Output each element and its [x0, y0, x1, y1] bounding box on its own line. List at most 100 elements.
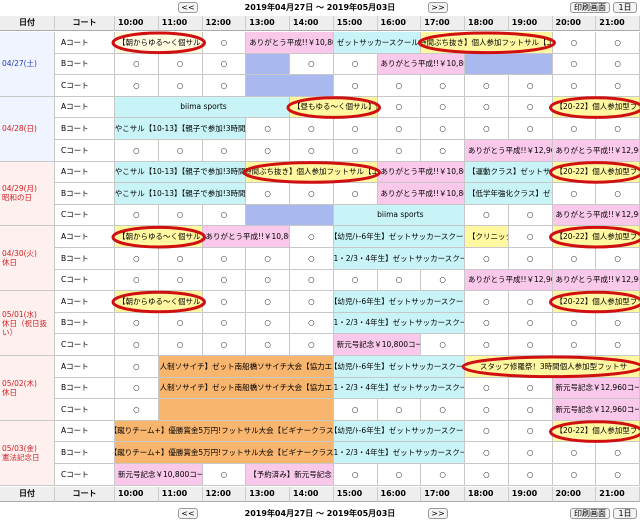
- open-slot[interactable]: ○: [508, 312, 553, 335]
- booking[interactable]: biima sports: [333, 204, 465, 227]
- open-slot[interactable]: ○: [290, 291, 334, 313]
- open-slot[interactable]: ○: [202, 75, 247, 97]
- open-slot[interactable]: ○: [202, 312, 247, 335]
- open-slot[interactable]: ○: [246, 118, 290, 140]
- open-slot[interactable]: ○: [508, 75, 553, 97]
- booking[interactable]: 新元号記念￥12,960コートレ: [552, 377, 640, 400]
- open-slot[interactable]: ○: [115, 312, 159, 335]
- open-slot[interactable]: ○: [246, 269, 290, 292]
- open-slot[interactable]: ○: [377, 75, 422, 97]
- open-slot[interactable]: ○: [552, 334, 597, 356]
- open-slot[interactable]: ○: [158, 334, 203, 356]
- booking[interactable]: 【昼もゆる〜く個サル】個人: [290, 96, 378, 119]
- open-slot[interactable]: ○: [290, 312, 334, 335]
- open-slot[interactable]: ○: [421, 269, 465, 292]
- open-slot[interactable]: ○: [202, 248, 247, 270]
- booking[interactable]: 【幼児/ﾄ-6年生】ゼットサッカースクール: [333, 420, 465, 443]
- booking[interactable]: 【1・2/3・4年生】ゼットサッカースクール: [333, 312, 465, 335]
- open-slot[interactable]: ○: [465, 334, 509, 356]
- booking[interactable]: biima sports: [115, 96, 290, 119]
- open-slot[interactable]: ○: [246, 291, 290, 313]
- open-slot[interactable]: ○: [465, 399, 509, 421]
- open-slot[interactable]: ○: [508, 420, 553, 443]
- open-slot[interactable]: ○: [158, 140, 203, 162]
- open-slot[interactable]: ○: [552, 118, 597, 140]
- open-slot[interactable]: ○: [202, 334, 247, 356]
- print-button[interactable]: 印刷画面: [570, 508, 610, 519]
- booking[interactable]: ありがとう平成!!￥10,800コー: [202, 226, 290, 248]
- open-slot[interactable]: ○: [465, 291, 509, 313]
- booking[interactable]: ゼットサッカースクール体験会: [333, 32, 422, 54]
- open-slot[interactable]: ○: [202, 32, 247, 54]
- open-slot[interactable]: ○: [202, 140, 247, 162]
- open-slot[interactable]: ○: [115, 334, 159, 356]
- booking[interactable]: 新元号記念￥10,800コートレ: [115, 464, 203, 486]
- open-slot[interactable]: ○: [596, 118, 640, 140]
- booking[interactable]: 【幼児/ﾄ-6年生】ゼットサッカースクール: [333, 356, 465, 378]
- open-slot[interactable]: ○: [596, 32, 640, 54]
- booking[interactable]: 【朝からゆる〜く個サル】個: [115, 291, 203, 313]
- open-slot[interactable]: ○: [465, 377, 509, 400]
- open-slot[interactable]: ○: [377, 269, 422, 292]
- open-slot[interactable]: ○: [552, 53, 597, 76]
- booking[interactable]: 【1・2/3・4年生】ゼットサッカースクール: [333, 442, 465, 464]
- open-slot[interactable]: ○: [465, 420, 509, 443]
- booking[interactable]: ありがとう平成!!￥10,800コー: [377, 161, 465, 184]
- open-slot[interactable]: ○: [115, 140, 159, 162]
- prev-button[interactable]: <<: [178, 508, 198, 519]
- open-slot[interactable]: ○: [333, 183, 378, 205]
- open-slot[interactable]: ○: [333, 118, 378, 140]
- open-slot[interactable]: ○: [290, 334, 334, 356]
- open-slot[interactable]: ○: [465, 96, 509, 119]
- open-slot[interactable]: ○: [290, 269, 334, 292]
- open-slot[interactable]: ○: [202, 204, 247, 227]
- booking[interactable]: 【朝からゆる〜く個サル】個: [115, 226, 203, 248]
- open-slot[interactable]: ○: [290, 118, 334, 140]
- booking[interactable]: おやこサル【10-13】【親子で参加!3時間!】: [115, 183, 247, 205]
- open-slot[interactable]: ○: [202, 53, 247, 76]
- open-slot[interactable]: ○: [246, 183, 290, 205]
- open-slot[interactable]: ○: [290, 140, 334, 162]
- open-slot[interactable]: ○: [377, 140, 422, 162]
- open-slot[interactable]: ○: [421, 399, 465, 421]
- open-slot[interactable]: ○: [333, 53, 378, 76]
- booking[interactable]: [246, 204, 334, 227]
- open-slot[interactable]: ○: [421, 334, 465, 356]
- booking[interactable]: 【1・2/3・4年生】ゼットサッカースクール: [333, 377, 465, 400]
- open-slot[interactable]: ○: [421, 75, 465, 97]
- open-slot[interactable]: ○: [158, 53, 203, 76]
- booking[interactable]: ありがとう平成!!￥10,800コー: [377, 53, 465, 76]
- open-slot[interactable]: ○: [333, 75, 378, 97]
- open-slot[interactable]: ○: [596, 442, 640, 464]
- booking[interactable]: 【20-22】個人参加型フットサ: [552, 420, 640, 443]
- booking[interactable]: [246, 75, 334, 97]
- open-slot[interactable]: ○: [552, 442, 597, 464]
- open-slot[interactable]: ○: [508, 204, 553, 227]
- open-slot[interactable]: ○: [158, 75, 203, 97]
- open-slot[interactable]: ○: [115, 75, 159, 97]
- open-slot[interactable]: ○: [421, 464, 465, 486]
- open-slot[interactable]: ○: [596, 464, 640, 486]
- booking[interactable]: スタッフ修羅祭！3時間個人参加型フットサ: [465, 356, 640, 378]
- print-button[interactable]: 印刷画面: [570, 2, 610, 13]
- open-slot[interactable]: ○: [115, 204, 159, 227]
- open-slot[interactable]: ○: [508, 226, 553, 248]
- booking[interactable]: おやこサル【10-13】【親子で参加!3時間!】: [115, 161, 247, 184]
- prev-button[interactable]: <<: [178, 2, 198, 13]
- next-button[interactable]: >>: [428, 2, 448, 13]
- open-slot[interactable]: ○: [333, 140, 378, 162]
- open-slot[interactable]: ○: [421, 118, 465, 140]
- booking[interactable]: 【7人制ソサイチ】ゼット南船橋ソサイチ大会【協力エフチ: [158, 377, 334, 400]
- open-slot[interactable]: ○: [552, 248, 597, 270]
- booking[interactable]: 【1・2/3・4年生】ゼットサッカースクール: [333, 248, 465, 270]
- open-slot[interactable]: ○: [508, 442, 553, 464]
- open-slot[interactable]: ○: [508, 464, 553, 486]
- booking[interactable]: 【20-22】個人参加型フットサ: [552, 226, 640, 248]
- booking[interactable]: 【低学年強化クラス】ゼットサ: [465, 183, 553, 205]
- open-slot[interactable]: ○: [465, 204, 509, 227]
- booking[interactable]: ありがとう平成!!￥10,800コー: [246, 32, 334, 54]
- open-slot[interactable]: ○: [465, 464, 509, 486]
- open-slot[interactable]: ○: [421, 140, 465, 162]
- open-slot[interactable]: ○: [465, 75, 509, 97]
- booking[interactable]: [246, 53, 290, 76]
